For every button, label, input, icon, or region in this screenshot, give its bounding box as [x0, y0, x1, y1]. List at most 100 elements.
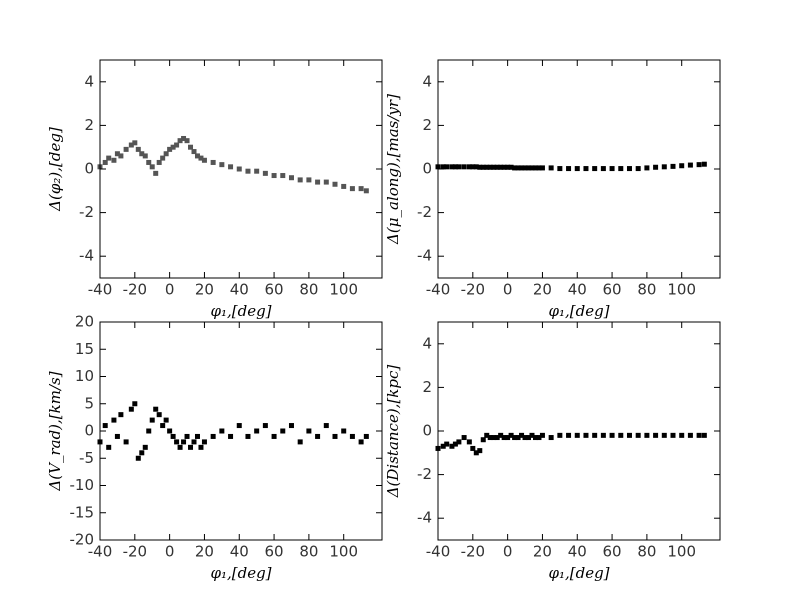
y-tick-label: 0	[422, 422, 432, 440]
point	[323, 179, 329, 185]
point	[236, 166, 242, 172]
point	[102, 423, 108, 429]
x-axis-label: φ₁,[deg]	[210, 302, 271, 320]
point	[477, 448, 483, 454]
point	[297, 439, 303, 445]
point	[515, 435, 521, 441]
point	[111, 157, 117, 163]
point	[644, 432, 650, 438]
y-tick-label: 10	[75, 367, 94, 385]
point	[280, 173, 286, 179]
point	[491, 164, 497, 170]
y-tick-label: -2	[417, 203, 432, 221]
y-tick-label: -15	[70, 503, 95, 521]
point	[123, 146, 129, 152]
point	[539, 165, 545, 171]
point	[210, 433, 216, 439]
point	[191, 439, 197, 445]
point	[315, 179, 321, 185]
point	[487, 164, 493, 170]
point	[470, 164, 476, 170]
y-tick-label: -2	[417, 465, 432, 483]
point	[106, 444, 112, 450]
point	[128, 142, 134, 148]
x-tick-label: -20	[461, 281, 486, 299]
x-tick-label: 60	[603, 543, 622, 561]
plot-frame	[99, 321, 383, 541]
point	[170, 433, 176, 439]
point	[626, 432, 632, 438]
y-tick-label: 4	[422, 72, 432, 90]
point	[146, 159, 152, 165]
point	[139, 450, 145, 456]
point	[118, 412, 124, 418]
x-tick-label: 20	[195, 281, 214, 299]
point	[480, 164, 486, 170]
point	[583, 166, 589, 172]
x-tick-label: 20	[195, 543, 214, 561]
point	[132, 140, 138, 146]
point	[635, 166, 641, 172]
point	[332, 433, 338, 439]
point	[219, 428, 225, 434]
point	[548, 165, 554, 171]
point	[557, 432, 563, 438]
point	[609, 166, 615, 172]
point	[181, 135, 187, 141]
point	[254, 168, 260, 174]
point	[473, 164, 479, 170]
point	[653, 432, 659, 438]
x-tick-label: 100	[667, 543, 696, 561]
x-tick-label: 0	[165, 281, 175, 299]
point	[529, 432, 535, 438]
point	[679, 163, 685, 169]
point	[254, 428, 260, 434]
point	[519, 432, 525, 438]
point	[449, 443, 455, 449]
point	[461, 164, 467, 170]
point	[167, 428, 173, 434]
point	[280, 428, 286, 434]
point	[363, 188, 369, 194]
point	[557, 166, 563, 172]
x-tick-label: 0	[503, 281, 513, 299]
point	[245, 433, 251, 439]
plot-frame	[437, 321, 721, 541]
point	[522, 165, 528, 171]
point	[102, 159, 108, 165]
x-tick-label: 60	[265, 543, 284, 561]
point	[163, 417, 169, 423]
point	[174, 439, 180, 445]
point	[132, 401, 138, 407]
point	[170, 144, 176, 150]
point	[135, 455, 141, 461]
point	[177, 444, 183, 450]
point	[539, 432, 545, 438]
point	[146, 428, 152, 434]
point	[228, 164, 234, 170]
point	[600, 166, 606, 172]
x-tick-label: 60	[265, 281, 284, 299]
point	[480, 437, 486, 443]
point	[288, 175, 294, 181]
point	[512, 435, 518, 441]
x-axis-label: φ₁,[deg]	[548, 564, 609, 582]
point	[701, 161, 707, 167]
point	[670, 432, 676, 438]
point	[156, 159, 162, 165]
point	[456, 164, 462, 170]
y-tick-label: -20	[70, 531, 95, 549]
point	[600, 432, 606, 438]
point	[526, 165, 532, 171]
point	[198, 444, 204, 450]
y-tick-label: -4	[417, 509, 432, 527]
point	[315, 433, 321, 439]
x-axis-label: φ₁,[deg]	[548, 302, 609, 320]
x-tick-label: 40	[230, 543, 249, 561]
point	[184, 433, 190, 439]
point	[271, 173, 277, 179]
point	[440, 164, 446, 170]
point	[456, 439, 462, 445]
point	[635, 432, 641, 438]
